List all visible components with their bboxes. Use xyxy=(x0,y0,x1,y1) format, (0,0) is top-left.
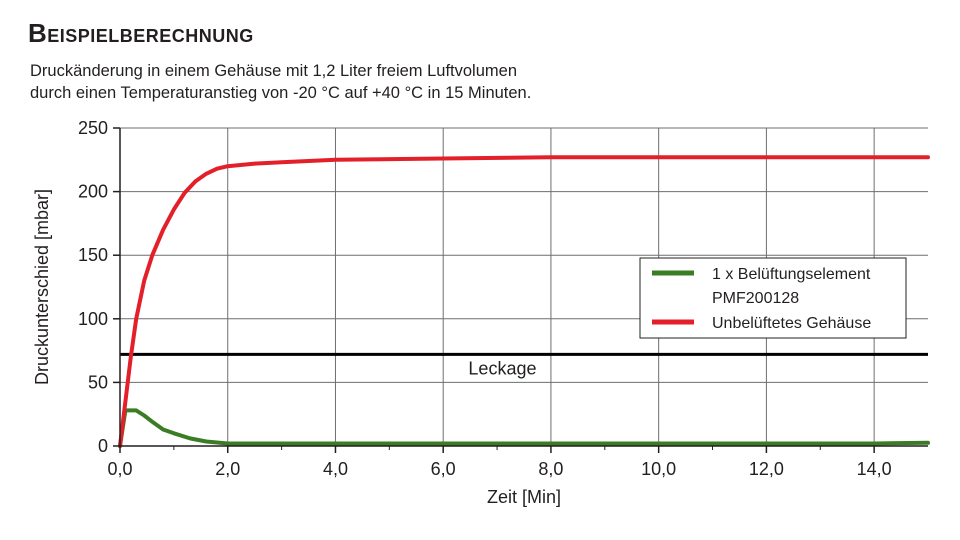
chart-subtitle: Druckänderung in einem Gehäuse mit 1,2 L… xyxy=(30,60,531,104)
x-tick-label: 0,0 xyxy=(107,459,132,479)
y-tick-label: 100 xyxy=(78,309,108,329)
chart-title: Beispielberechnung xyxy=(28,18,254,48)
y-tick-label: 0 xyxy=(98,436,108,456)
y-tick-label: 50 xyxy=(88,372,108,392)
y-axis-label: Druckunterschied [mbar] xyxy=(32,189,52,385)
x-tick-label: 10,0 xyxy=(641,459,676,479)
series-line-unvented xyxy=(118,155,930,448)
subtitle-line-1: Druckänderung in einem Gehäuse mit 1,2 L… xyxy=(30,62,517,80)
axes xyxy=(113,127,928,453)
y-tick-label: 150 xyxy=(78,245,108,265)
legend-label-vented-line1: 1 x Belüftungselement xyxy=(712,266,871,283)
tick-labels: 0 50 100 150 200 250 0,0 2,0 4,0 6,0 8,0 10,0 12,0 14… xyxy=(78,118,892,479)
series-group xyxy=(118,155,930,448)
grid xyxy=(120,127,928,446)
reference-line-group: Leckage xyxy=(120,352,928,378)
y-tick-label: 200 xyxy=(78,182,108,202)
x-tick-label: 4,0 xyxy=(323,459,348,479)
leakage-label: Leckage xyxy=(468,358,536,378)
x-tick-label: 8,0 xyxy=(538,459,563,479)
x-tick-label: 2,0 xyxy=(215,459,240,479)
x-axis-label: Zeit [Min] xyxy=(487,487,561,507)
x-tick-label: 12,0 xyxy=(749,459,784,479)
x-tick-label: 14,0 xyxy=(857,459,892,479)
legend-label-unvented: Unbelüftetes Gehäuse xyxy=(712,315,871,332)
y-tick-label: 250 xyxy=(78,118,108,138)
subtitle-line-2: durch einen Temperaturanstieg von -20 °C… xyxy=(30,84,532,102)
legend: 1 x Belüftungselement PMF200128 Unbelüft… xyxy=(639,257,907,339)
series-line-vented xyxy=(118,408,930,448)
x-tick-label: 6,0 xyxy=(431,459,456,479)
legend-label-vented-line2: PMF200128 xyxy=(712,290,799,307)
